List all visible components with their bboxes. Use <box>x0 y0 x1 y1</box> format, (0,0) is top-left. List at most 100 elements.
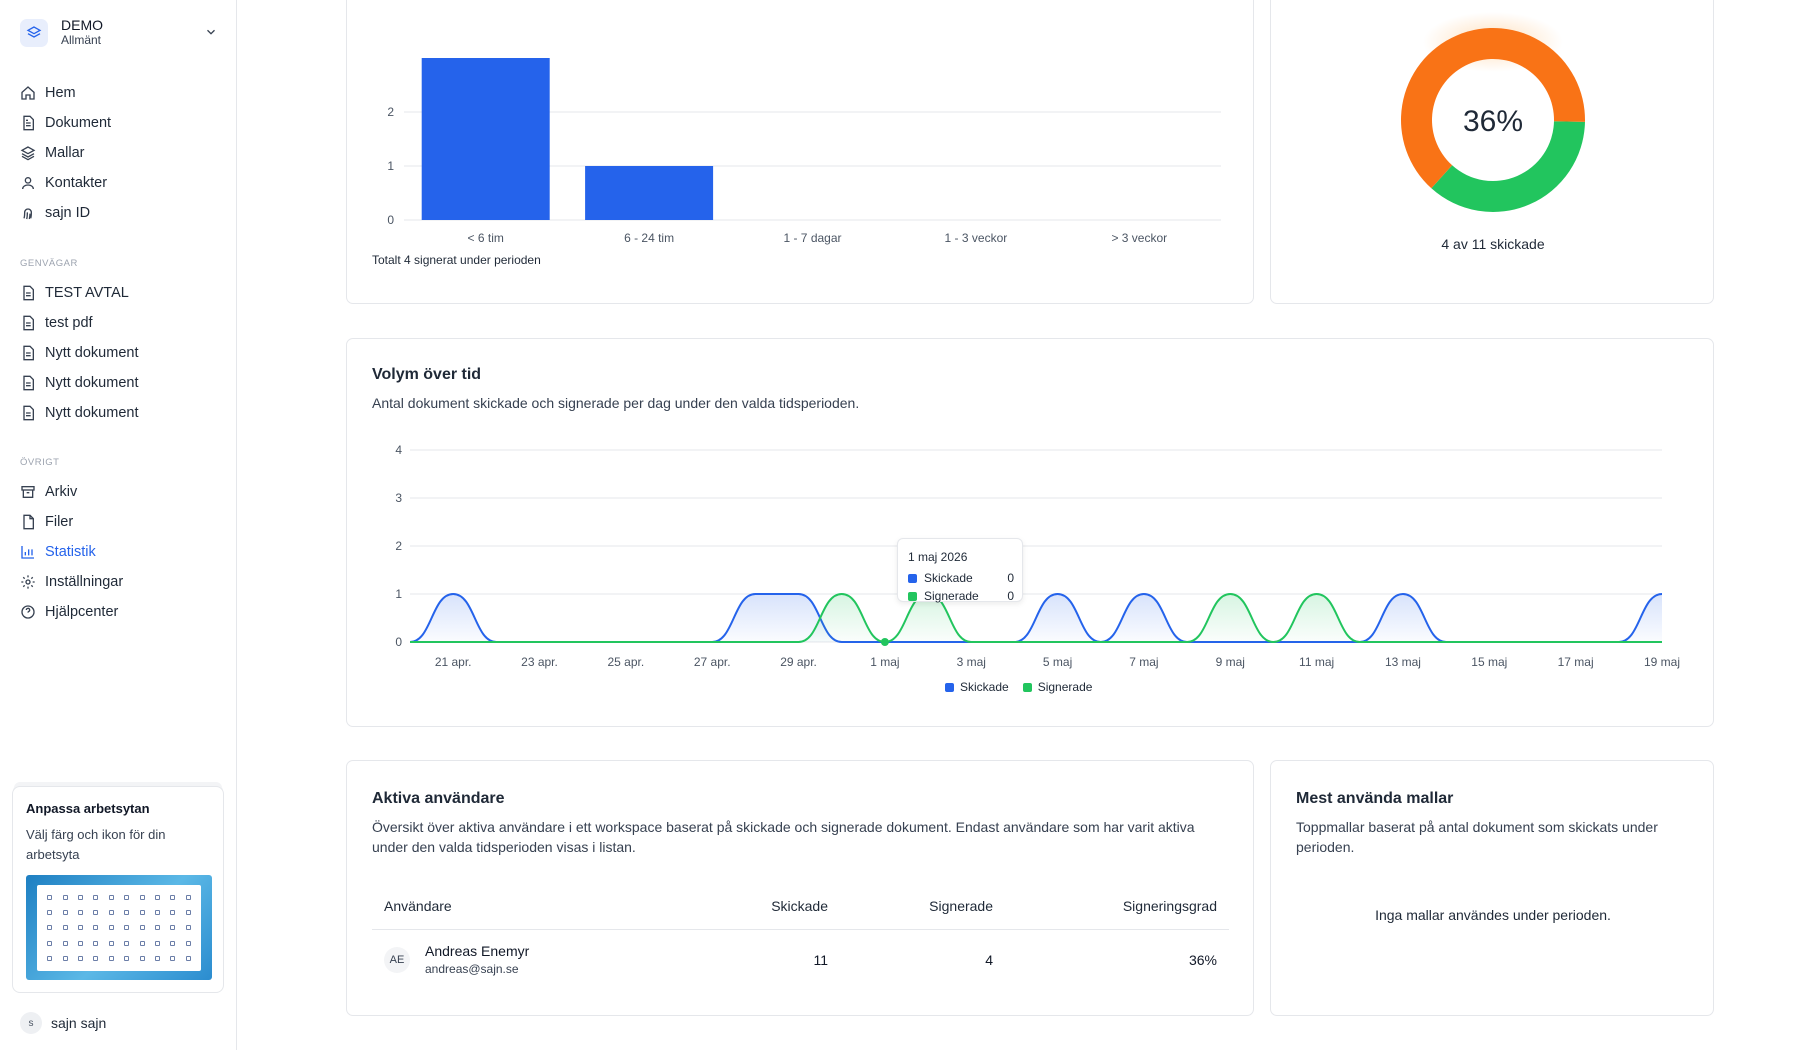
user-name: Andreas Enemyr <box>425 943 530 959</box>
help-icon <box>21 605 35 619</box>
y-tick-label: 0 <box>395 635 402 649</box>
send-rate-card: 36% 4 av 11 skickade <box>1270 0 1714 304</box>
customize-workspace-card[interactable]: Anpassa arbetsytan Välj färg och ikon fö… <box>12 786 224 993</box>
user-icon <box>22 177 34 190</box>
card-title: Aktiva användare <box>372 790 505 807</box>
sidebar-item-statistik[interactable]: Statistik <box>20 537 220 567</box>
avatar: AE <box>384 947 410 973</box>
legend-label: Skickade <box>960 680 1009 694</box>
file-icon <box>23 514 34 530</box>
fingerprint-icon <box>23 208 33 220</box>
donut-slice <box>1431 121 1585 212</box>
preview-icon <box>124 895 130 901</box>
preview-icon <box>170 910 176 916</box>
preview-icon <box>62 955 68 961</box>
tooltip-date: 1 maj 2026 <box>908 550 968 564</box>
table-row[interactable]: AE Andreas Enemyr andreas@sajn.se 11 4 3… <box>372 930 1229 992</box>
card-description: Antal dokument skickade och signerade pe… <box>372 395 860 411</box>
x-tick-label: 19 maj <box>1644 655 1680 669</box>
x-tick-label: < 6 tim <box>468 231 504 245</box>
legend-item[interactable]: Skickade <box>945 680 1009 694</box>
chart-tooltip: 1 maj 2026 Skickade 0 Signerade 0 <box>897 538 1023 603</box>
preview-icon <box>62 895 68 901</box>
chevron-down-icon[interactable] <box>204 25 218 44</box>
shortcut-item[interactable]: test pdf <box>20 308 220 338</box>
preview-icon <box>62 940 68 946</box>
document-icon <box>23 405 34 421</box>
bar-chart-icon <box>21 546 34 559</box>
chart-legend: Skickade Signerade <box>945 680 1092 694</box>
shortcut-item[interactable]: Nytt dokument <box>20 398 220 428</box>
shortcut-item[interactable]: Nytt dokument <box>20 338 220 368</box>
preview-icon <box>170 925 176 931</box>
shortcut-item[interactable]: TEST AVTAL <box>20 278 220 308</box>
workspace-subtitle: Allmänt <box>61 33 102 47</box>
y-tick-label: 4 <box>395 443 402 457</box>
preview-icon <box>124 925 130 931</box>
sidebar-item-filer[interactable]: Filer <box>20 507 220 537</box>
sidebar-item-label: Dokument <box>45 115 112 131</box>
preview-icon <box>93 910 99 916</box>
document-icon <box>23 345 34 361</box>
x-tick-label: 23 apr. <box>521 655 558 669</box>
promo-title: Anpassa arbetsytan <box>26 801 150 816</box>
preview-icon <box>185 940 191 946</box>
x-tick-label: 17 maj <box>1558 655 1594 669</box>
y-tick-label: 0 <box>387 213 394 227</box>
preview-icon <box>93 925 99 931</box>
promo-text: Välj färg och ikon för din arbetsyta <box>26 827 166 862</box>
column-header: Användare <box>384 898 452 914</box>
preview-icon <box>170 955 176 961</box>
sidebar-item-sajn-id[interactable]: sajn ID <box>20 198 220 228</box>
tooltip-value: 0 <box>1007 571 1014 585</box>
workspace-switcher[interactable]: DEMO Allmänt <box>20 16 218 50</box>
preview-icon <box>185 910 191 916</box>
legend-label: Signerade <box>1037 680 1093 694</box>
donut-slice <box>1401 27 1585 189</box>
card-title: Volym över tid <box>372 366 482 383</box>
sidebar-item-hjalpcenter[interactable]: Hjälpcenter <box>20 597 220 627</box>
signing-time-chart: 0 1 2 < 6 tim 6 - 24 tim 1 - 7 dagar 1 - 3 vec… <box>387 58 1221 245</box>
user-name: sajn sajn <box>51 1015 107 1031</box>
table-divider <box>372 929 1229 930</box>
shortcut-item[interactable]: Nytt dokument <box>20 368 220 398</box>
x-tick-label: 21 apr. <box>435 655 472 669</box>
preview-icon <box>108 955 114 961</box>
x-tick-label: 3 maj <box>957 655 986 669</box>
sidebar-item-arkiv[interactable]: Arkiv <box>20 477 220 507</box>
y-tick-label: 3 <box>395 491 402 505</box>
active-users-card: Aktiva användare Översikt över aktiva an… <box>346 760 1254 1016</box>
sidebar-item-hem[interactable]: Hem <box>20 78 220 108</box>
sidebar-item-installningar[interactable]: Inställningar <box>20 567 220 597</box>
preview-icon <box>77 895 83 901</box>
y-tick-label: 1 <box>387 159 394 173</box>
x-tick-label: 9 maj <box>1216 655 1245 669</box>
x-tick-label: 1 maj <box>870 655 899 669</box>
legend-item[interactable]: Signerade <box>1022 680 1093 694</box>
sent-count: 11 <box>813 952 828 968</box>
hover-point <box>880 638 889 646</box>
preview-icon <box>47 940 53 946</box>
sidebar-item-mallar[interactable]: Mallar <box>20 138 220 168</box>
gear-icon <box>21 575 35 589</box>
signing-time-card: 0 1 2 < 6 tim 6 - 24 tim 1 - 7 dagar 1 - 3 vec… <box>346 0 1254 304</box>
document-icon <box>23 115 34 131</box>
x-tick-label: 27 apr. <box>694 655 731 669</box>
document-icon <box>23 375 34 391</box>
sidebar-item-kontakter[interactable]: Kontakter <box>20 168 220 198</box>
preview-icon <box>154 895 160 901</box>
sidebar-item-dokument[interactable]: Dokument <box>20 108 220 138</box>
user-menu[interactable]: s sajn sajn <box>20 1012 106 1034</box>
archive-icon <box>21 486 35 498</box>
x-tick-label: 1 - 3 veckor <box>945 231 1008 245</box>
preview-icon <box>108 895 114 901</box>
preview-icon <box>108 925 114 931</box>
preview-icon <box>139 925 145 931</box>
tooltip-value: 0 <box>1007 589 1014 603</box>
section-heading: GENVÄGAR <box>20 258 78 269</box>
workspace-name: DEMO <box>61 17 103 33</box>
section-heading: ÖVRIGT <box>20 457 60 468</box>
x-tick-label: 25 apr. <box>608 655 645 669</box>
shortcut-label: Nytt dokument <box>45 405 139 421</box>
x-tick-label: 1 - 7 dagar <box>783 231 841 245</box>
